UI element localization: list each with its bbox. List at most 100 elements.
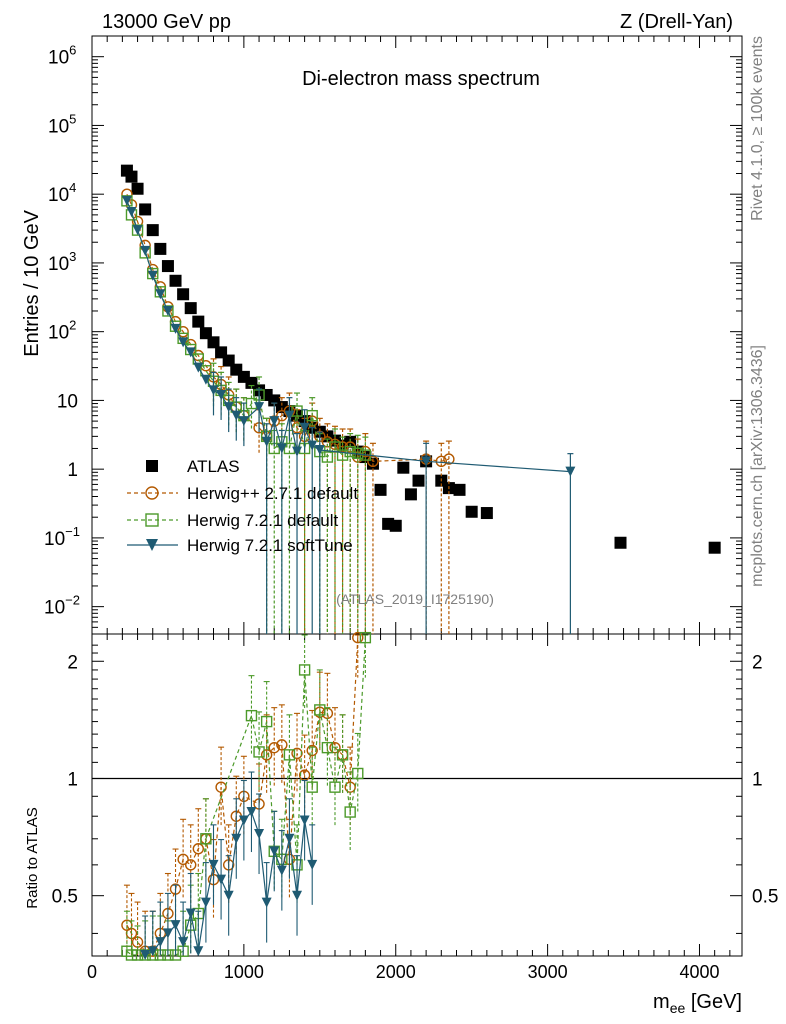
data-point — [146, 224, 159, 237]
data-point — [161, 260, 174, 273]
ratio-point — [185, 908, 196, 919]
ratio-frame — [91, 633, 743, 957]
x-tick-label: 0 — [87, 962, 97, 982]
data-point — [314, 444, 325, 455]
ratio-point — [246, 807, 257, 818]
ratio-point — [155, 937, 166, 948]
analysis-label: (ATLAS_2019_I1725190) — [336, 591, 494, 607]
header-left: 13000 GeV pp — [102, 11, 231, 33]
data-point — [238, 416, 249, 427]
data-point — [170, 323, 181, 334]
rivet-label: Rivet 4.1.0, ≥ 100k events — [749, 36, 766, 221]
ratio-point — [352, 631, 364, 644]
x-axis-label: mee [GeV] — [653, 991, 742, 1016]
data-point — [208, 385, 219, 396]
data-point — [336, 449, 349, 461]
ratio-point — [314, 704, 326, 716]
series-3 — [121, 195, 576, 634]
ratio-tick-label: 0.5 — [52, 887, 78, 908]
ratio-tick-label-right: 2 — [752, 652, 763, 673]
data-point — [480, 507, 493, 520]
y-tick-label: 103 — [48, 249, 76, 275]
marks-group — [120, 164, 721, 961]
data-point — [708, 541, 721, 554]
ratio-point — [245, 709, 258, 722]
ratio-tick-label: 1 — [67, 769, 78, 790]
ratio-point — [140, 950, 151, 960]
chart-title: Di-electron mass spectrum — [302, 68, 540, 90]
ratio-point — [299, 815, 310, 826]
data-point — [192, 315, 205, 328]
ratio-point — [261, 897, 272, 908]
data-point — [421, 456, 432, 467]
data-point — [374, 483, 387, 496]
legend-entry-3: Herwig 7.2.1 softTune — [127, 536, 353, 555]
ratio-point — [276, 865, 287, 876]
legend-entry-2: Herwig 7.2.1 default — [127, 511, 338, 530]
data-point — [306, 409, 318, 422]
legend-marker — [146, 539, 158, 551]
ratio-point — [216, 874, 227, 885]
data-point — [155, 289, 166, 300]
legend-label: ATLAS — [187, 457, 240, 476]
ratio-point — [215, 781, 227, 793]
data-point — [140, 245, 151, 256]
data-point — [223, 402, 234, 413]
ratio-point — [200, 897, 211, 908]
data-point — [367, 455, 379, 468]
data-point — [321, 451, 334, 463]
ratio-point — [238, 815, 249, 826]
data-point — [254, 402, 265, 413]
legend-label: Herwig 7.2.1 softTune — [187, 536, 353, 555]
ratio-line — [126, 637, 359, 952]
data-point — [139, 203, 152, 216]
data-point — [184, 302, 197, 315]
ratio-point — [200, 833, 212, 845]
ratio-point — [298, 664, 311, 676]
data-point — [169, 274, 182, 287]
data-point — [284, 410, 295, 421]
y-tick-label: 104 — [48, 180, 76, 206]
data-point — [269, 416, 280, 427]
ratio-point — [131, 949, 144, 961]
ratio-point — [177, 853, 189, 866]
legend-marker — [145, 486, 159, 500]
data-point — [299, 422, 310, 433]
data-point — [389, 519, 402, 532]
data-point — [207, 336, 220, 349]
ratio-point — [359, 631, 372, 644]
ratio-line — [126, 637, 366, 956]
data-point — [307, 440, 318, 451]
data-point — [178, 337, 189, 348]
data-point — [261, 436, 272, 447]
data-point — [231, 410, 242, 421]
x-tick-label: 2000 — [376, 962, 416, 982]
y-tick-label: 102 — [48, 318, 76, 344]
header-right: Z (Drell-Yan) — [620, 11, 733, 33]
x-tick-label: 1000 — [224, 962, 264, 982]
data-point — [193, 362, 204, 373]
legend-marker — [146, 460, 158, 472]
data-point — [200, 374, 211, 385]
ratio-point — [253, 746, 265, 758]
data-point — [121, 195, 132, 206]
data-point — [132, 225, 143, 236]
ratio-point — [178, 937, 189, 948]
ratio-point — [283, 749, 296, 761]
data-point — [435, 455, 447, 468]
ratio-series-1 — [121, 631, 372, 961]
ratio-point — [269, 846, 280, 857]
x-tick-label: 3000 — [528, 962, 568, 982]
ratio-point — [292, 890, 303, 901]
ratio-point — [329, 781, 341, 793]
data-point — [162, 305, 173, 316]
legend-entry-1: Herwig++ 2.7.1 default — [127, 484, 358, 503]
ratio-point — [208, 859, 219, 870]
data-point — [404, 488, 417, 501]
ratio-point — [344, 806, 356, 818]
data-point — [344, 445, 356, 458]
legend-entry-0: ATLAS — [146, 457, 240, 476]
ratio-point — [321, 741, 334, 754]
data-point — [126, 207, 137, 218]
